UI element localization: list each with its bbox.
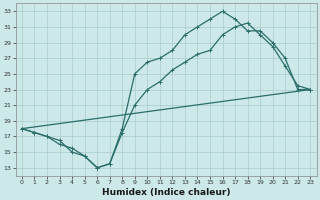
X-axis label: Humidex (Indice chaleur): Humidex (Indice chaleur): [102, 188, 230, 197]
